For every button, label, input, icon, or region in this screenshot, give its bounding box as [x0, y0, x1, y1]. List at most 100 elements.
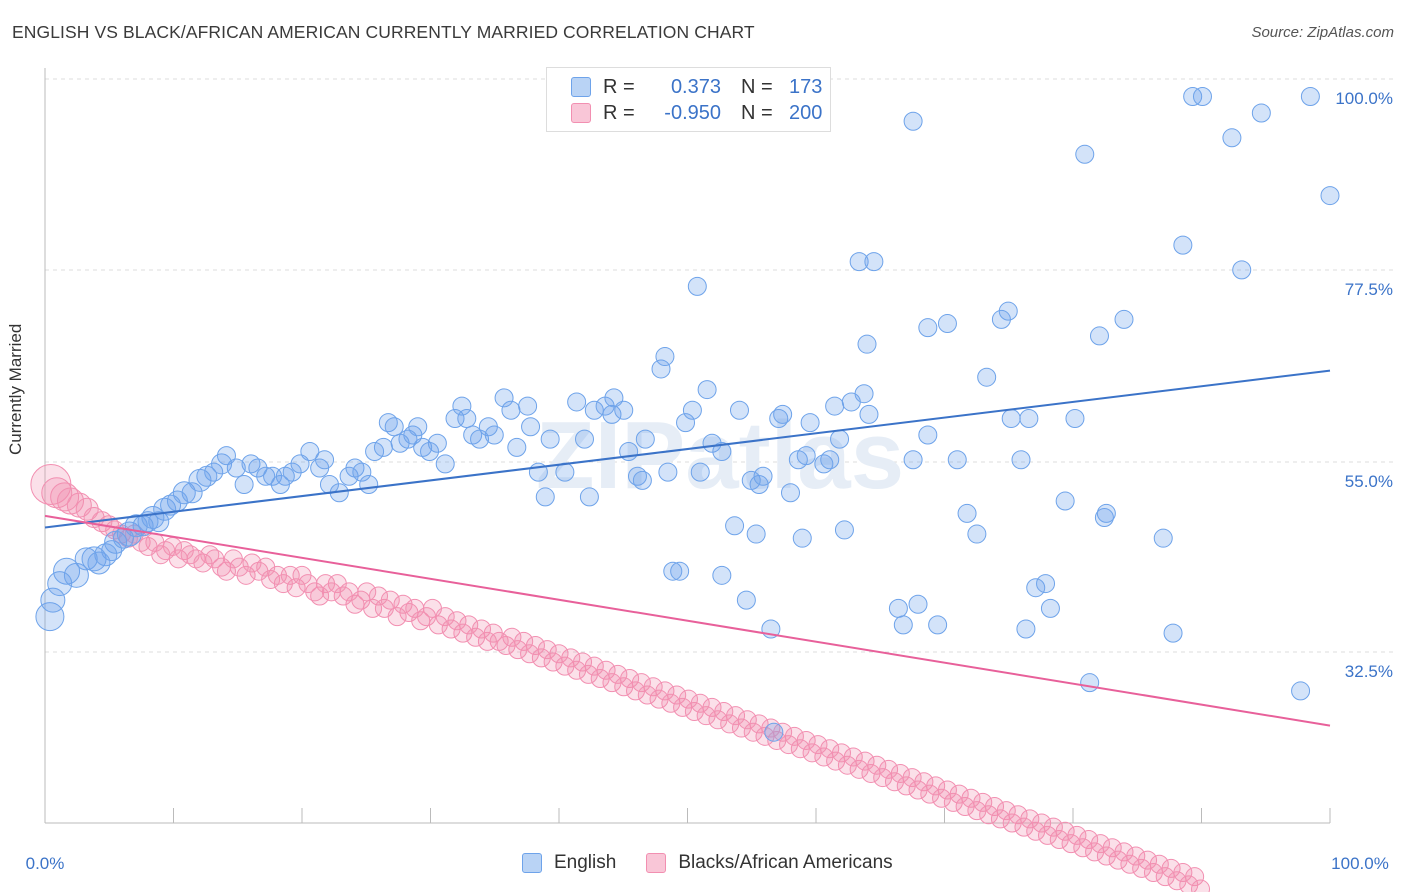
english-point — [928, 615, 948, 635]
black-point — [737, 710, 757, 730]
english-point — [1153, 528, 1173, 548]
english-point — [1065, 408, 1085, 428]
chart-title: ENGLISH VS BLACK/AFRICAN AMERICAN CURREN… — [12, 22, 755, 42]
black-point — [573, 652, 593, 672]
black-point — [1008, 805, 1028, 825]
english-point — [670, 561, 690, 581]
english-trend-line — [44, 369, 1331, 529]
english-point — [248, 458, 268, 478]
black-point — [537, 640, 557, 660]
black-point — [820, 739, 840, 759]
english-point — [1251, 103, 1271, 123]
english-point — [1291, 681, 1311, 701]
black-point — [714, 702, 734, 722]
axes — [44, 68, 1331, 824]
black-point — [596, 660, 616, 680]
english-point — [725, 516, 745, 536]
n-value: 200 — [789, 101, 823, 124]
english-point — [365, 442, 385, 461]
black-point — [1067, 825, 1087, 845]
black-point — [387, 607, 407, 627]
english-point — [1232, 260, 1252, 280]
english-point — [918, 318, 938, 338]
english-point — [957, 503, 977, 523]
black-points — [30, 464, 1211, 892]
english-point — [967, 524, 987, 544]
black-point — [549, 644, 569, 664]
english-point — [658, 462, 678, 482]
black-point — [914, 772, 934, 792]
english-point — [300, 442, 320, 461]
black-point — [678, 689, 698, 709]
english-point — [1173, 235, 1193, 255]
black-point — [1079, 830, 1099, 850]
english-point — [518, 396, 538, 416]
english-point — [888, 598, 908, 618]
english-point — [384, 417, 404, 437]
r-value: 0.373 — [670, 75, 721, 98]
english-swatch — [522, 853, 542, 873]
english-point — [1019, 408, 1039, 428]
black-point — [459, 615, 479, 635]
legend-label: English — [554, 852, 617, 873]
english-point — [204, 462, 224, 482]
english-point — [1036, 574, 1056, 594]
english-point — [854, 384, 874, 404]
black-point — [655, 681, 675, 701]
english-point — [535, 487, 555, 507]
english-point — [773, 404, 793, 424]
black-point — [447, 611, 467, 631]
black-point — [1102, 838, 1122, 858]
black-point — [57, 487, 85, 515]
black-point — [702, 697, 722, 717]
english-point — [226, 458, 246, 478]
black-point — [667, 685, 687, 705]
black-point — [985, 796, 1005, 816]
english-point — [690, 462, 710, 482]
english-point — [181, 482, 203, 504]
english-point — [1114, 309, 1134, 329]
english-point — [1300, 87, 1320, 107]
trend-lines — [44, 369, 1331, 727]
english-point — [211, 453, 233, 475]
y-tick-label: 32.5% — [1345, 662, 1393, 681]
english-point — [282, 462, 302, 482]
black-swatch — [646, 853, 667, 873]
english-point — [682, 400, 702, 420]
black-point — [973, 792, 993, 812]
english-point — [712, 442, 732, 461]
english-point — [35, 602, 65, 632]
english-point — [937, 314, 957, 334]
legend-label: Blacks/African Americans — [678, 852, 893, 873]
n-label: N = — [741, 101, 773, 124]
black-point — [843, 747, 863, 767]
black-point — [236, 565, 256, 585]
english-point — [373, 437, 393, 457]
black-point — [75, 497, 99, 521]
english-point — [40, 587, 66, 613]
english-point — [53, 557, 81, 585]
black-point — [1043, 817, 1063, 837]
english-point — [148, 511, 170, 533]
english-point — [663, 561, 683, 581]
black-point — [961, 788, 981, 808]
black-point — [784, 726, 804, 746]
english-point — [575, 429, 595, 449]
black-point — [357, 582, 377, 602]
english-point — [602, 404, 622, 424]
english-point — [796, 446, 816, 466]
black-point — [216, 561, 236, 581]
black-point — [502, 627, 522, 647]
black-point — [1114, 842, 1134, 862]
english-point — [435, 454, 455, 474]
english-point — [697, 380, 717, 400]
english-point — [290, 454, 310, 474]
black-point — [435, 607, 455, 627]
black-point — [1126, 846, 1146, 866]
english-point — [780, 483, 800, 503]
black-point — [1173, 863, 1193, 883]
black-point — [926, 776, 946, 796]
x-tick-label: 100.0% — [1331, 854, 1389, 873]
english-point — [540, 429, 560, 449]
english-point — [1163, 623, 1183, 643]
